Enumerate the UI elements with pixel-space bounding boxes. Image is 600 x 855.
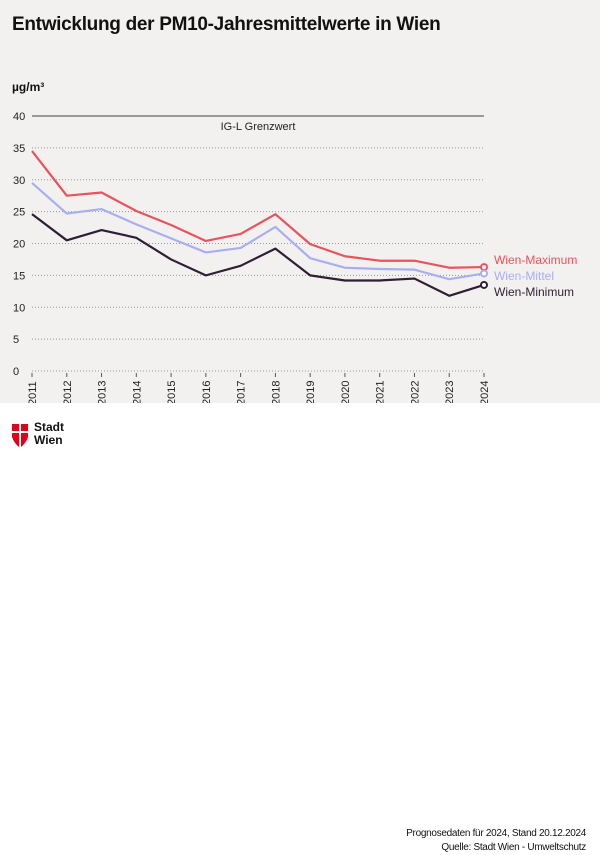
legend-label: Wien-Minimum xyxy=(494,285,574,299)
x-tick-label: 2021 xyxy=(375,381,387,403)
y-tick-label: 30 xyxy=(13,175,25,187)
logo-line1: Stadt xyxy=(34,420,64,434)
chart-title: Entwicklung der PM10-Jahresmittelwerte i… xyxy=(12,14,441,35)
logo-line2: Wien xyxy=(34,433,63,447)
source-note: Prognosedaten für 2024, Stand 20.12.2024… xyxy=(406,827,586,855)
footer: Prognosedaten für 2024, Stand 20.12.2024… xyxy=(0,403,600,853)
x-tick-label: 2024 xyxy=(479,381,491,403)
series-line-wien-mittel xyxy=(31,182,485,281)
x-tick-label: 2018 xyxy=(270,381,282,403)
source-text: Quelle: Stadt Wien - Umweltschutz xyxy=(441,842,586,853)
chart-area: Entwicklung der PM10-Jahresmittelwerte i… xyxy=(0,0,600,403)
logo-text: Stadt Wien xyxy=(34,421,64,447)
series-end-marker xyxy=(480,263,488,272)
series-end-marker xyxy=(480,280,488,289)
stadt-wien-logo-icon xyxy=(12,424,28,447)
reference-line-label: IG-L Grenzwert xyxy=(221,121,296,133)
y-tick-label: 0 xyxy=(13,366,19,378)
x-tick-label: 2017 xyxy=(236,381,248,403)
y-tick-label: 35 xyxy=(13,143,25,155)
y-tick-label: 15 xyxy=(13,270,25,282)
y-tick-label: 25 xyxy=(13,207,25,219)
series-end-marker xyxy=(480,269,488,278)
x-tick-label: 2020 xyxy=(340,381,352,403)
x-tick-label: 2023 xyxy=(444,381,456,403)
y-tick-label: 5 xyxy=(13,334,19,346)
series-line-wien-maximum xyxy=(31,150,485,269)
line-chart: 0 5 10 15 20 25 30 35 40 IG-L Grenzwert 2011 2012 20… xyxy=(13,111,577,403)
y-tick-label: 10 xyxy=(13,302,25,314)
forecast-note: Prognosedaten für 2024, Stand 20.12.2024 xyxy=(406,828,586,839)
x-tick-label: 2013 xyxy=(97,381,109,403)
y-tick-label: 20 xyxy=(13,239,25,251)
legend-label: Wien-Maximum xyxy=(494,253,577,267)
y-axis-unit: µg/m³ xyxy=(12,80,45,94)
y-tick-label: 40 xyxy=(13,111,25,123)
series-line-wien-minimum xyxy=(31,213,485,297)
x-tick-label: 2022 xyxy=(409,381,421,403)
legend-label: Wien-Mittel xyxy=(494,269,554,283)
x-tick-label: 2014 xyxy=(131,381,143,403)
x-tick-label: 2012 xyxy=(62,381,74,403)
x-tick-label: 2011 xyxy=(27,381,39,403)
x-tick-label: 2015 xyxy=(166,381,178,403)
x-tick-label: 2019 xyxy=(305,381,317,403)
x-tick-label: 2016 xyxy=(201,381,213,403)
